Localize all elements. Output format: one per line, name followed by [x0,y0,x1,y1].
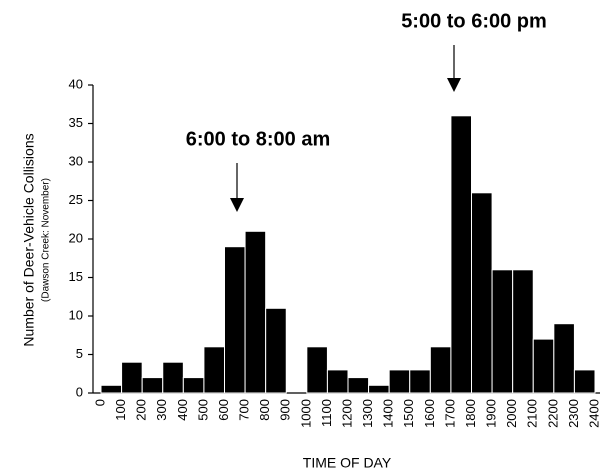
annotation-arrowhead [447,78,461,92]
bar [162,361,184,394]
bar [532,338,555,394]
y-tick-label: 5 [76,346,83,361]
bar [491,269,514,394]
y-tick-label: 15 [69,269,83,284]
y-tick-label: 20 [69,230,83,245]
bar [553,323,575,394]
x-tick-label: 1800 [463,399,478,428]
x-tick-label: 1500 [401,399,416,428]
bar [203,346,226,394]
x-tick-label: 2200 [545,399,560,428]
annotation: 6:00 to 8:00 am [186,128,331,150]
bar [512,269,534,394]
x-tick-label: 1300 [360,399,375,428]
bar [409,369,431,394]
bar [388,369,411,394]
bar [573,369,596,394]
x-tick-label: 300 [154,399,169,421]
bar [100,384,123,394]
bar [368,384,390,394]
annotation: 5:00 to 6:00 pm [401,10,547,32]
x-tick-label: 2100 [525,399,540,428]
x-tick-label: 0 [92,399,107,406]
y-axis-sublabel: (Dawson Creek: November) [41,178,52,302]
bar [347,377,370,394]
x-tick-label: 900 [278,399,293,421]
y-tick-label: 10 [69,307,83,322]
bar [182,377,205,394]
x-tick-label: 1100 [319,399,334,427]
bar [224,246,246,394]
bar [121,361,143,394]
x-tick-label: 1700 [442,399,457,428]
annotation-arrowhead [230,198,244,212]
bar [244,230,267,394]
x-tick-label: 2300 [566,399,581,428]
y-tick-label: 40 [69,76,83,91]
bar [306,346,328,394]
y-tick-label: 25 [69,192,83,207]
bar [141,377,164,394]
x-tick-label: 1000 [298,399,313,428]
x-tick-label: 1600 [422,399,437,428]
bar [429,346,452,394]
y-tick-label: 30 [69,153,83,168]
x-tick-label: 2000 [504,399,519,428]
bar [450,115,472,394]
x-axis-label: TIME OF DAY [303,455,392,471]
y-axis-label: Number of Deer-Vehicle Collisions [21,133,37,346]
x-tick-label: 500 [195,399,210,421]
bar [471,192,493,394]
x-tick-label: 1400 [381,399,396,428]
bar [326,369,349,394]
x-tick-label: 2400 [586,399,601,428]
y-tick-label: 35 [69,115,83,130]
x-tick-label: 100 [113,399,128,421]
y-tick-label: 0 [76,384,83,399]
x-tick-label: 1200 [339,399,354,428]
x-tick-label: 400 [175,399,190,421]
x-tick-label: 1900 [484,399,499,428]
bar [265,307,287,394]
x-tick-label: 600 [216,399,231,421]
x-tick-label: 200 [134,399,149,421]
x-tick-label: 700 [237,399,252,421]
x-tick-label: 800 [257,399,272,421]
